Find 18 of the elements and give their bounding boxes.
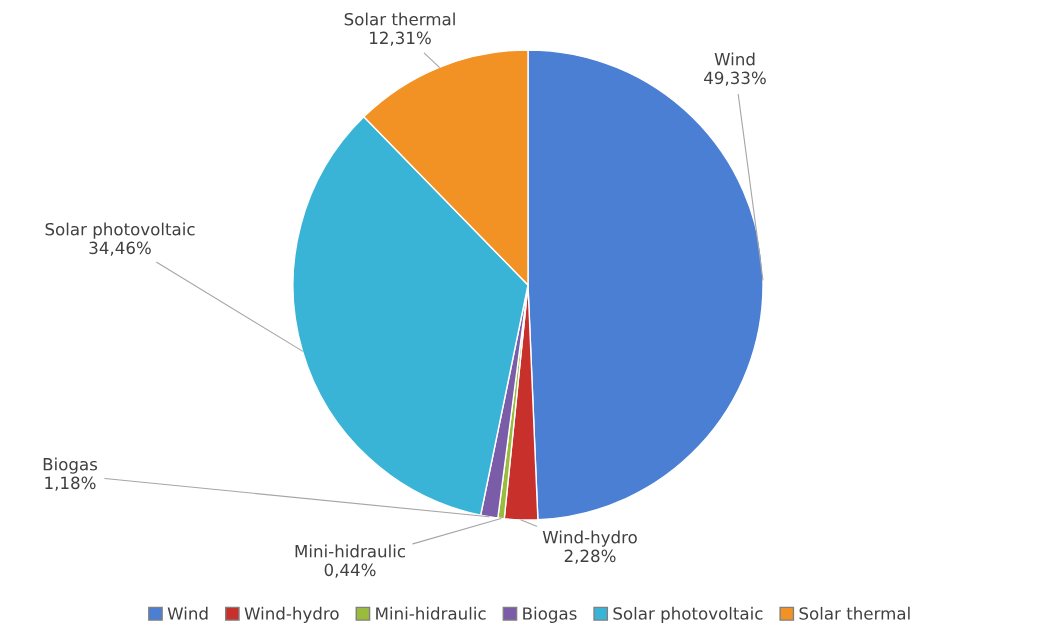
slice-label: Mini-hidraulic — [295, 544, 405, 558]
slice-label: Solar thermal — [344, 12, 455, 26]
legend-label: Solar photovoltaic — [613, 606, 763, 623]
data-label: 34,46% — [89, 241, 151, 256]
slice-label: Solar photovoltaic — [45, 222, 195, 239]
slice-label: Biogas — [43, 457, 98, 474]
data-label: 1,18% — [45, 476, 96, 491]
legend-label: Mini-hidraulic — [376, 606, 486, 620]
slice-label: Wind — [714, 52, 755, 66]
slice-label: Wind-hydro — [542, 530, 637, 547]
data-label: 49,33% — [704, 71, 766, 86]
legend-label: Solar thermal — [799, 606, 910, 620]
legend-label: Biogas — [523, 606, 577, 623]
data-label: 2,28% — [564, 549, 616, 564]
legend-label: Wind — [167, 606, 208, 620]
legend-label: Wind-hydro — [244, 606, 339, 623]
data-label: 12,31% — [370, 31, 431, 46]
data-label: 0,44% — [324, 563, 376, 578]
